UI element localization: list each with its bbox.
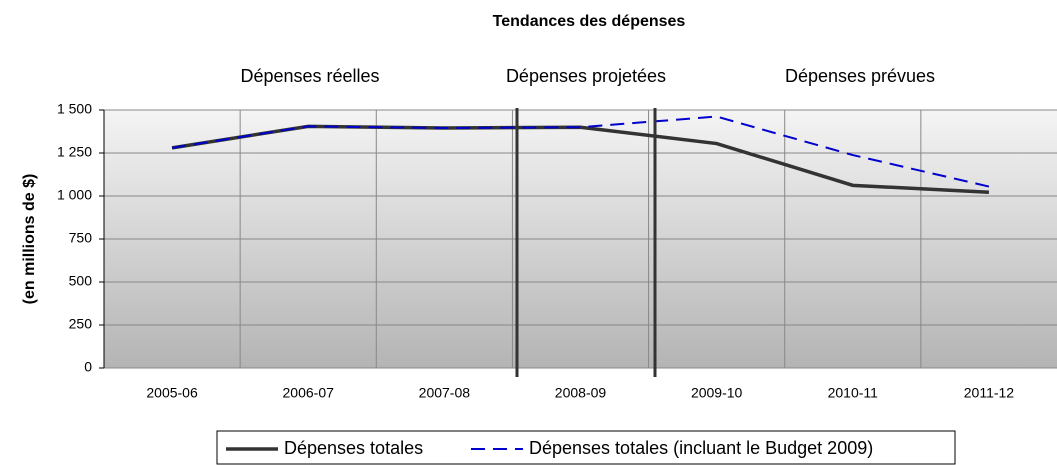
annotation: Dépenses prévues (785, 66, 935, 86)
x-tick-label: 2009-10 (691, 385, 743, 401)
chart-title: Tendances des dépenses (493, 13, 686, 30)
y-tick-label: 0 (84, 359, 92, 375)
grid (99, 109, 1057, 369)
y-tick-label: 1 250 (57, 144, 92, 160)
y-axis-label: (en millions de $) (21, 174, 38, 305)
legend-label: Dépenses totales (284, 438, 423, 458)
y-tick-label: 250 (69, 316, 93, 332)
x-tick-label: 2005-06 (146, 385, 198, 401)
y-tick-label: 750 (69, 230, 93, 246)
x-tick-label: 2010-11 (828, 385, 879, 401)
annotation: Dépenses réelles (240, 66, 379, 86)
x-tick-label: 2008-09 (555, 385, 607, 401)
legend (216, 430, 956, 465)
x-tick-label: 2006-07 (283, 385, 335, 401)
series-line (171, 115, 990, 188)
lines (171, 115, 990, 194)
x-tick-label: 2011-12 (964, 385, 1015, 401)
y-tick-label: 1 000 (57, 187, 92, 203)
x-tick-label: 2007-08 (419, 385, 471, 401)
annotation: Dépenses projetées (506, 66, 666, 86)
y-tick-label: 500 (69, 273, 93, 289)
legend-label: Dépenses totales (incluant le Budget 200… (529, 438, 873, 458)
y-tick-label: 1 500 (57, 101, 92, 117)
legend-entries: Dépenses totales Dépenses totales (inclua… (226, 438, 873, 458)
